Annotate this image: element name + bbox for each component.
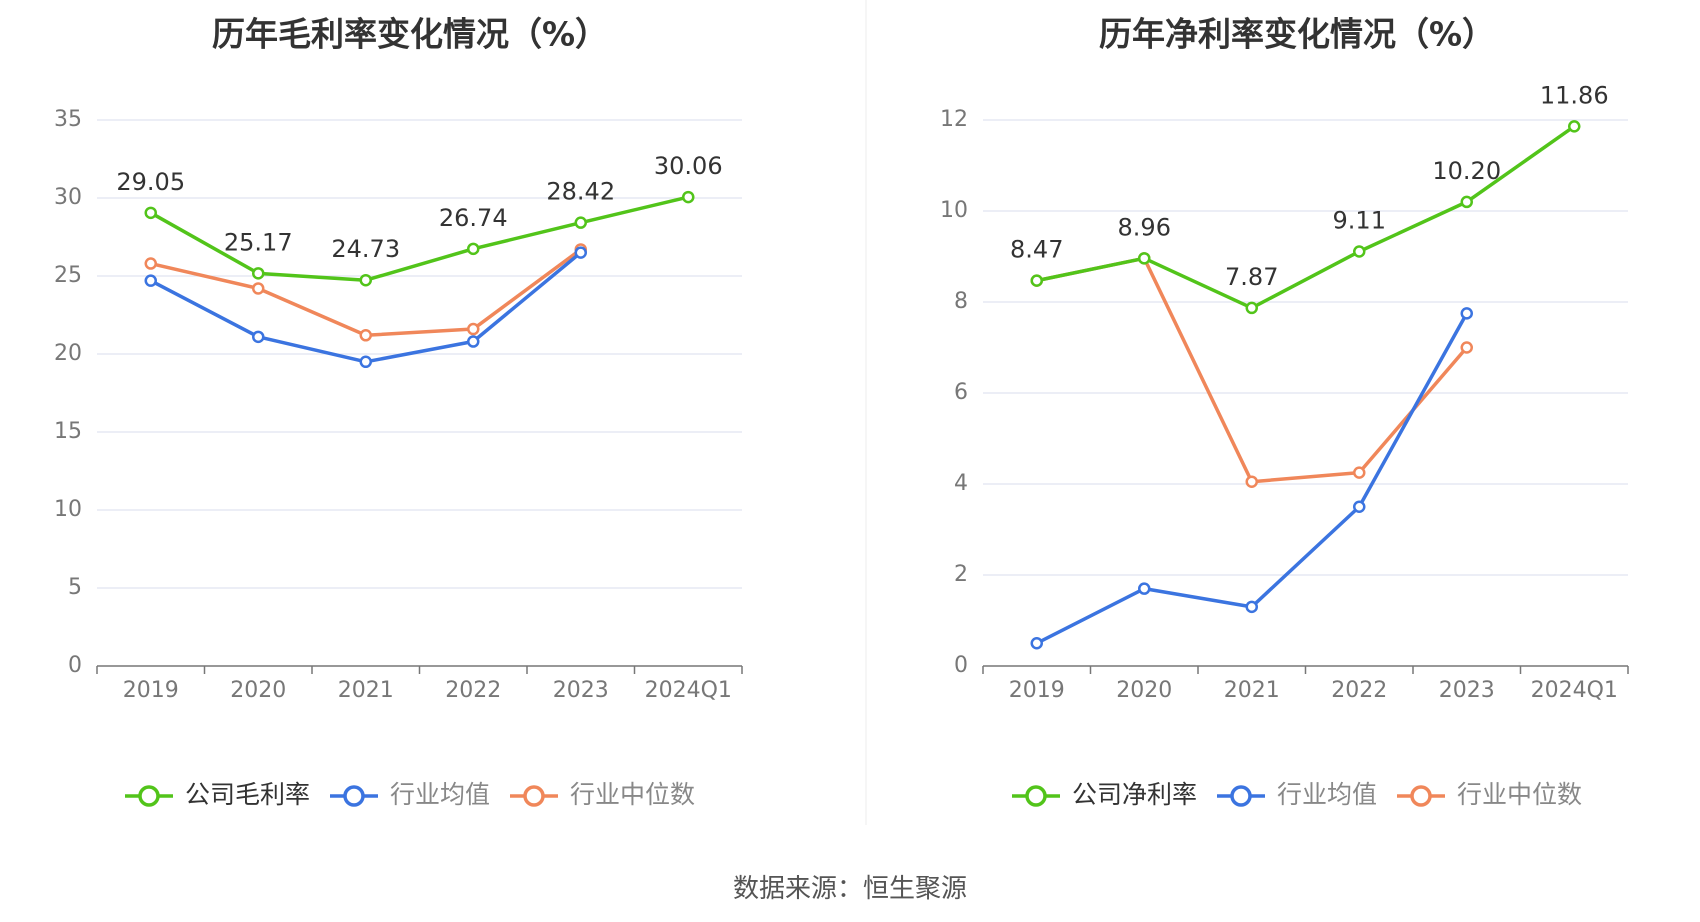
data-point-industry_avg — [1353, 500, 1366, 513]
data-point-industry_median — [467, 322, 480, 336]
data-point-company — [467, 242, 480, 256]
y-tick-label: 20 — [54, 341, 82, 366]
x-tick-label: 2024Q1 — [1531, 678, 1618, 703]
data-label: 25.17 — [224, 228, 293, 256]
data-point-industry_avg — [574, 246, 587, 259]
data-label: 10.20 — [1432, 157, 1501, 185]
legend-marker — [1025, 785, 1047, 807]
y-tick-label: 15 — [54, 419, 82, 444]
data-point-industry_median — [1245, 475, 1258, 488]
x-tick-label: 2021 — [338, 678, 394, 703]
data-point-company — [1030, 274, 1043, 287]
data-point-industry_median — [144, 257, 157, 270]
x-tick-label: 2023 — [1439, 678, 1495, 703]
y-tick-label: 10 — [54, 497, 82, 522]
legend-marker — [523, 785, 545, 807]
legend-item-company: 公司净利率 — [1012, 780, 1197, 809]
data-point-industry_avg — [1460, 307, 1473, 320]
legend-label: 行业均值 — [390, 780, 490, 809]
legend-item-company: 公司毛利率 — [125, 780, 310, 809]
legend-label: 公司净利率 — [1072, 780, 1197, 809]
data-point-industry_avg — [1138, 582, 1151, 595]
legend-item-industry_median: 行业中位数 — [510, 780, 695, 809]
series-line-industry_avg — [149, 251, 582, 364]
chart-title: 历年净利率变化情况（%） — [1099, 15, 1495, 54]
y-tick-label: 4 — [954, 471, 968, 496]
data-point-industry_avg — [252, 330, 265, 344]
data-point-industry_avg — [359, 355, 372, 369]
legend-marker — [1410, 785, 1432, 807]
x-tick-label: 2019 — [1009, 678, 1065, 703]
data-point-industry_avg — [1030, 637, 1043, 650]
data-point-industry_median — [1460, 341, 1473, 354]
x-tick-label: 2024Q1 — [645, 678, 732, 703]
data-point-company — [1138, 252, 1151, 265]
x-tick-label: 2023 — [553, 678, 609, 703]
data-point-industry_median — [252, 282, 265, 295]
legend-item-industry_avg: 行业均值 — [330, 780, 490, 809]
data-point-industry_median — [1353, 466, 1366, 479]
data-point-company — [1353, 245, 1366, 258]
chart-title: 历年毛利率变化情况（%） — [212, 15, 608, 54]
data-point-company — [359, 273, 372, 287]
data-point-industry_avg — [1245, 600, 1258, 614]
data-label: 7.87 — [1225, 263, 1278, 291]
series-line-industry_median — [1036, 256, 1469, 484]
legend-item-industry_median: 行业中位数 — [1397, 780, 1582, 809]
series-line-company — [1036, 124, 1576, 310]
chart-panel-1: 历年毛利率变化情况（%） 0 5 10 15 20 25 30 35 2019 2020 2021 20… — [54, 15, 743, 809]
data-point-company — [574, 216, 587, 229]
x-tick-label: 2022 — [445, 678, 501, 703]
legend-marker — [1230, 785, 1252, 807]
data-label: 11.86 — [1540, 81, 1609, 109]
data-label: 30.06 — [654, 152, 723, 180]
data-point-industry_avg — [144, 274, 157, 287]
y-tick-label: 5 — [68, 575, 82, 600]
legend-label: 公司毛利率 — [185, 780, 310, 809]
x-tick-label: 2020 — [1116, 678, 1172, 703]
legend-marker — [343, 785, 365, 807]
data-point-company — [682, 190, 695, 204]
y-tick-label: 10 — [940, 198, 968, 223]
x-tick-label: 2021 — [1224, 678, 1280, 703]
x-tick-label: 2019 — [123, 678, 179, 703]
y-tick-label: 0 — [954, 653, 968, 678]
chart-panel-2: 历年净利率变化情况（%） 0 2 4 6 8 10 12 2019 2020 2021 2022 202… — [940, 15, 1629, 809]
y-tick-label: 35 — [54, 107, 82, 132]
legend-label: 行业均值 — [1277, 780, 1377, 809]
data-label: 9.11 — [1333, 206, 1386, 234]
data-label: 28.42 — [546, 178, 615, 206]
y-tick-label: 30 — [54, 185, 82, 210]
y-tick-label: 8 — [954, 289, 968, 314]
data-point-company — [1568, 120, 1581, 133]
x-tick-label: 2022 — [1331, 678, 1387, 703]
data-label: 8.96 — [1118, 213, 1171, 241]
series-line-company — [149, 195, 689, 282]
data-label: 26.74 — [439, 204, 508, 232]
y-tick-label: 0 — [68, 653, 82, 678]
legend-label: 行业中位数 — [570, 780, 695, 809]
legend-marker — [138, 785, 160, 807]
data-point-company — [1460, 195, 1473, 209]
legend-label: 行业中位数 — [1457, 780, 1582, 809]
data-label: 24.73 — [331, 235, 400, 263]
data-point-company — [144, 206, 157, 220]
data-point-company — [1245, 301, 1258, 315]
data-label: 29.05 — [116, 168, 185, 196]
x-tick-label: 2020 — [230, 678, 286, 703]
data-source: 数据来源：恒生聚源 — [732, 874, 967, 904]
data-point-industry_median — [359, 329, 372, 342]
data-point-company — [252, 267, 265, 280]
legend-item-industry_avg: 行业均值 — [1217, 780, 1377, 809]
y-tick-label: 25 — [54, 263, 82, 288]
data-label: 8.47 — [1010, 236, 1063, 264]
y-tick-label: 6 — [954, 380, 968, 405]
y-tick-label: 12 — [940, 107, 968, 132]
data-point-industry_avg — [467, 335, 480, 348]
y-tick-label: 2 — [954, 562, 968, 587]
